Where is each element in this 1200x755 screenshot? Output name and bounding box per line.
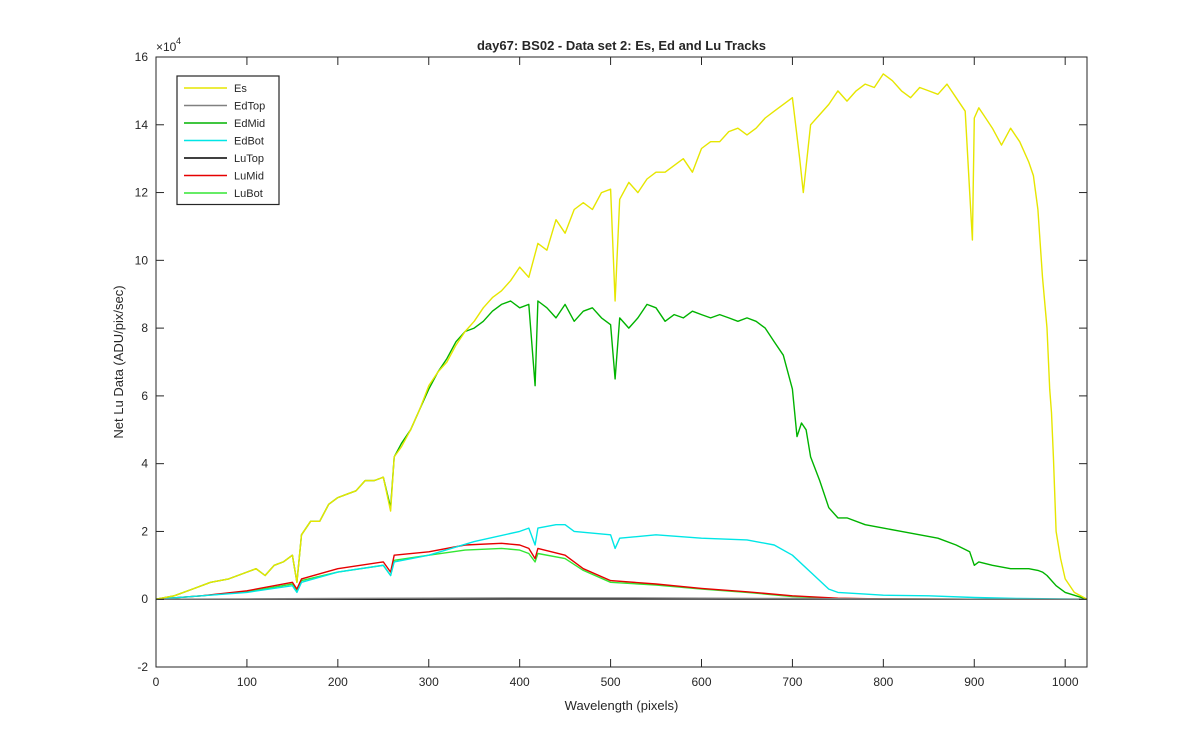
- y-exponent-base: ×10: [156, 40, 177, 54]
- y-tick-label: 14: [135, 118, 149, 132]
- y-tick-label: -2: [137, 660, 148, 674]
- x-tick-label: 800: [873, 675, 893, 689]
- legend-label-lutop: LuTop: [234, 153, 264, 165]
- y-tick-label: 10: [135, 253, 149, 267]
- legend-label-lumid: LuMid: [234, 171, 264, 183]
- x-tick-label: 400: [510, 675, 530, 689]
- x-tick-label: 0: [153, 675, 160, 689]
- y-axis-label: Net Lu Data (ADU/pix/sec): [111, 285, 126, 438]
- x-tick-label: 500: [601, 675, 621, 689]
- y-tick-label: 8: [141, 321, 148, 335]
- x-axis-label: Wavelength (pixels): [565, 698, 679, 713]
- y-exponent-power: 4: [176, 36, 181, 46]
- legend-label-edmid: EdMid: [234, 118, 265, 130]
- x-tick-label: 300: [419, 675, 439, 689]
- legend-label-es: Es: [234, 83, 247, 95]
- x-tick-label: 1000: [1052, 675, 1079, 689]
- x-tick-label: 600: [691, 675, 711, 689]
- x-tick-label: 700: [782, 675, 802, 689]
- y-tick-label: 12: [135, 186, 149, 200]
- x-tick-label: 900: [964, 675, 984, 689]
- chart-title: day67: BS02 - Data set 2: Es, Ed and Lu …: [477, 38, 766, 53]
- legend-label-edbot: EdBot: [234, 136, 264, 148]
- x-tick-label: 200: [328, 675, 348, 689]
- legend: Es EdTop EdMid EdBot LuTop LuMid LuBot: [177, 76, 279, 205]
- legend-label-lubot: LuBot: [234, 188, 263, 200]
- y-exponent: ×10 4: [156, 36, 181, 54]
- y-tick-label: 2: [141, 524, 148, 538]
- y-tick-label: 6: [141, 389, 148, 403]
- y-tick-label: 16: [135, 50, 149, 64]
- x-tick-label: 100: [237, 675, 257, 689]
- legend-label-edtop: EdTop: [234, 101, 265, 113]
- y-tick-label: 0: [141, 592, 148, 606]
- y-tick-label: 4: [141, 457, 148, 471]
